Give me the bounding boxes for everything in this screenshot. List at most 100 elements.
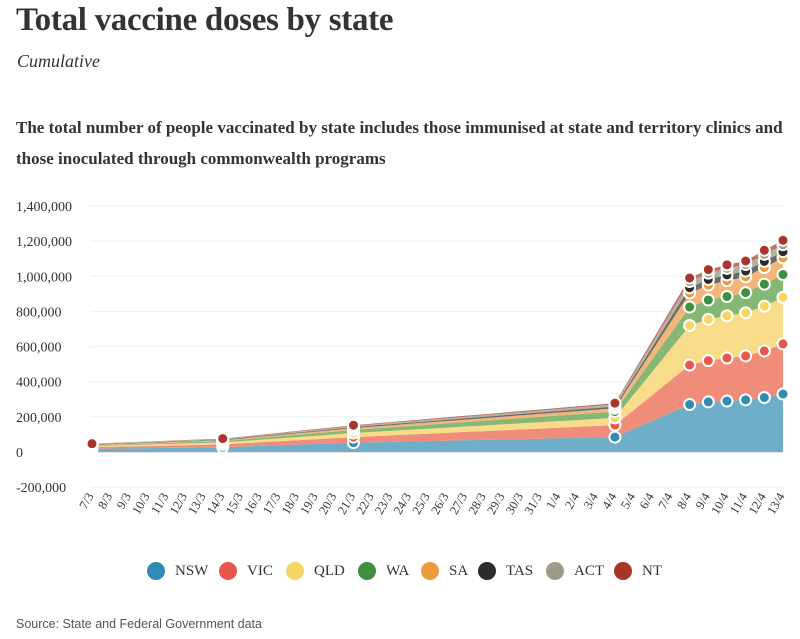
x-tick-label: 27/3	[447, 491, 470, 517]
x-tick-label: 11/3	[148, 491, 171, 517]
x-tick-label: 6/4	[637, 490, 657, 511]
legend-item-act: ACT	[546, 559, 604, 583]
x-tick-label: 12/3	[167, 491, 190, 517]
marker-vic-12/4	[757, 344, 771, 358]
x-tick-label: 17/3	[260, 491, 283, 517]
y-axis: 1,400,000 1,200,000 1,000,000 800,000 600,00…	[16, 200, 72, 496]
legend-item-wa: WA	[358, 559, 409, 583]
legend-swatch	[546, 562, 564, 580]
legend-swatch	[421, 562, 439, 580]
data-markers	[85, 233, 790, 456]
marker-vic-9/4	[701, 354, 715, 368]
y-tick-label: 200,000	[16, 411, 62, 426]
x-tick-label: 4/4	[599, 490, 619, 511]
legend-item-vic: VIC	[219, 559, 273, 583]
legend-swatch	[614, 562, 632, 580]
x-tick-label: 7/4	[655, 490, 675, 511]
x-tick-label: 18/3	[279, 491, 302, 517]
x-tick-label: 29/3	[484, 491, 507, 517]
x-tick-label: 8/3	[95, 491, 115, 512]
x-tick-label: 31/3	[522, 491, 545, 517]
x-tick-label: 30/3	[503, 491, 526, 517]
legend-label: NT	[642, 562, 662, 579]
x-tick-label: 13/4	[764, 490, 788, 517]
legend-item-nt: NT	[614, 559, 662, 583]
legend-swatch	[219, 562, 237, 580]
marker-nt-8/4	[683, 271, 697, 285]
x-tick-label: 19/3	[297, 491, 320, 517]
marker-nsw-13/4	[776, 387, 790, 401]
legend-swatch	[286, 562, 304, 580]
legend-label: QLD	[314, 562, 345, 579]
chart-legend: NSW VIC QLD WA SA TAS ACT NT	[0, 559, 800, 583]
x-tick-label: 8/4	[674, 490, 694, 511]
x-axis: 7/38/39/310/311/312/313/314/315/316/317/…	[76, 490, 787, 517]
x-tick-label: 9/3	[114, 491, 134, 512]
chart-subtitle: Cumulative	[17, 51, 100, 71]
x-tick-label: 10/3	[129, 491, 152, 517]
marker-nt-11/4	[739, 254, 753, 268]
legend-item-qld: QLD	[286, 559, 345, 583]
x-tick-label: 20/3	[316, 491, 339, 517]
marker-wa-11/4	[739, 286, 753, 300]
x-tick-label: 5/4	[618, 490, 638, 511]
legend-item-nsw: NSW	[147, 559, 208, 583]
marker-qld-12/4	[757, 299, 771, 313]
marker-nt-10/4	[720, 258, 734, 272]
marker-vic-10/4	[720, 351, 734, 365]
marker-wa-10/4	[720, 289, 734, 303]
x-tick-label: 16/3	[241, 491, 264, 517]
marker-vic-13/4	[776, 337, 790, 351]
marker-nsw-11/4	[739, 393, 753, 407]
x-tick-label: 28/3	[466, 491, 489, 517]
legend-item-tas: TAS	[478, 559, 533, 583]
marker-wa-8/4	[683, 300, 697, 314]
y-tick-label: 1,400,000	[16, 200, 72, 215]
x-tick-label: 13/3	[185, 491, 208, 517]
x-tick-label: 10/4	[708, 490, 732, 517]
chart-title: Total vaccine doses by state	[16, 2, 394, 38]
y-grid	[90, 205, 783, 488]
x-tick-label: 11/4	[727, 490, 750, 516]
legend-label: ACT	[574, 562, 604, 579]
x-tick-label: 22/3	[353, 491, 376, 517]
x-tick-label: 25/3	[410, 491, 433, 517]
marker-nt-4/4	[608, 396, 622, 410]
x-tick-label: 3/4	[581, 490, 601, 511]
x-tick-label: 2/4	[562, 490, 582, 511]
stacked-area-chart: 1,400,000 1,200,000 1,000,000 800,000 600,00…	[16, 200, 790, 517]
y-tick-label: 800,000	[16, 305, 62, 320]
marker-wa-12/4	[757, 277, 771, 291]
legend-label: WA	[386, 562, 410, 579]
legend-item-sa: SA	[421, 559, 468, 583]
marker-nsw-4/4	[608, 430, 622, 444]
y-tick-label: -200,000	[16, 481, 66, 496]
marker-nt-14/3	[216, 432, 230, 446]
legend-label: TAS	[506, 562, 534, 579]
legend-label: SA	[449, 562, 469, 579]
x-tick-label: 7/3	[76, 491, 96, 512]
marker-nt-9/4	[701, 263, 715, 277]
marker-vic-11/4	[739, 349, 753, 363]
marker-nsw-12/4	[757, 391, 771, 405]
x-tick-label: 12/4	[746, 490, 770, 517]
y-tick-label: 1,000,000	[16, 270, 72, 285]
marker-nt-7/3	[85, 437, 99, 451]
marker-nsw-10/4	[720, 394, 734, 408]
x-tick-label: 24/3	[391, 491, 414, 517]
y-tick-label: 600,000	[16, 341, 62, 356]
y-tick-label: 400,000	[16, 376, 62, 391]
marker-qld-8/4	[683, 318, 697, 332]
marker-qld-13/4	[776, 290, 790, 304]
marker-vic-8/4	[683, 358, 697, 372]
chart-description: The total number of people vaccinated by…	[16, 118, 783, 168]
legend-swatch	[147, 562, 165, 580]
marker-nt-13/4	[776, 233, 790, 247]
marker-nt-21/3	[346, 418, 360, 432]
marker-qld-9/4	[701, 312, 715, 326]
x-tick-label: 26/3	[428, 491, 451, 517]
marker-wa-9/4	[701, 293, 715, 307]
legend-swatch	[358, 562, 376, 580]
x-tick-label: 15/3	[223, 491, 246, 517]
legend-label: NSW	[175, 562, 209, 579]
